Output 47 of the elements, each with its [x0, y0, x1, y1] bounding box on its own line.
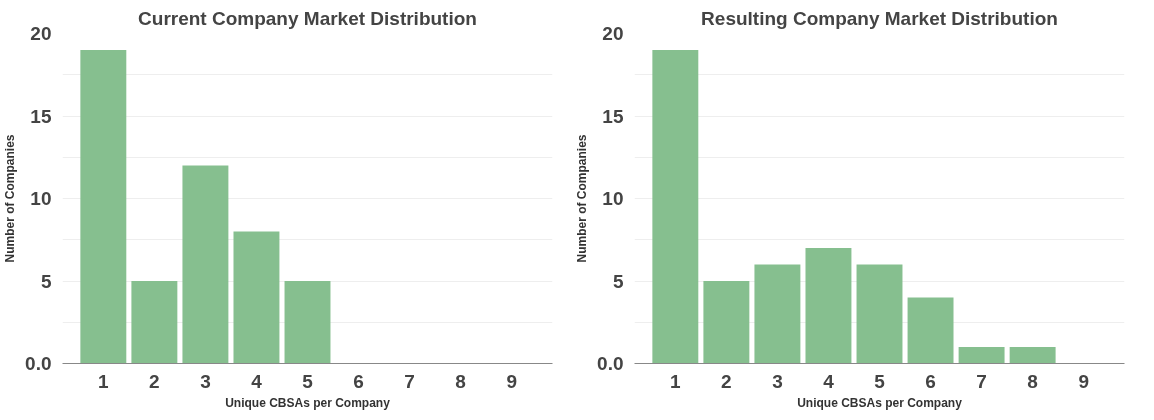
bar [652, 50, 699, 364]
x-tick-label: 2 [721, 370, 732, 392]
y-tick-label: 15 [30, 105, 52, 127]
y-tick-label: 10 [30, 188, 52, 209]
x-axis-title: Unique CBSAs per Company [225, 395, 391, 410]
y-tick-label: 5 [40, 270, 52, 292]
chart-title: Resulting Company Market Distribution [701, 7, 1058, 29]
x-tick-label: 3 [772, 370, 783, 392]
x-tick-label: 6 [353, 370, 364, 392]
x-tick-label: 5 [874, 370, 886, 392]
x-tick-label: 4 [823, 370, 835, 392]
bar [958, 347, 1005, 364]
x-tick-label: 2 [149, 370, 160, 392]
x-tick-label: 8 [1027, 370, 1038, 392]
bar [856, 264, 903, 364]
y-tick-label: 0.0 [25, 353, 52, 374]
bar [131, 281, 178, 364]
x-tick-label: 4 [251, 370, 263, 392]
bar [1009, 347, 1056, 364]
x-tick-label: 6 [925, 370, 936, 392]
x-tick-label: 1 [670, 370, 682, 392]
y-tick-label: 20 [30, 23, 52, 44]
chart-title: Current Company Market Distribution [138, 7, 477, 29]
x-tick-label: 3 [200, 370, 211, 392]
y-tick-label: 0.0 [597, 353, 624, 374]
x-tick-label: 1 [98, 370, 110, 392]
bar [805, 248, 852, 364]
x-tick-label: 7 [976, 370, 987, 392]
bar [80, 50, 127, 364]
x-axis-title: Unique CBSAs per Company [797, 395, 963, 410]
bar [754, 264, 801, 364]
x-tick-label: 9 [1078, 370, 1089, 392]
bar [182, 165, 229, 364]
y-axis-title: Number of Companies [575, 134, 590, 263]
x-tick-label: 8 [455, 370, 466, 392]
bar [233, 231, 280, 364]
y-tick-label: 20 [602, 23, 624, 44]
bar [907, 297, 954, 364]
x-tick-label: 7 [404, 370, 415, 392]
y-tick-label: 5 [612, 270, 624, 292]
bar [703, 281, 750, 364]
y-tick-label: 15 [602, 105, 624, 127]
bar [284, 281, 331, 364]
y-tick-label: 10 [602, 188, 624, 209]
x-tick-label: 5 [302, 370, 314, 392]
x-tick-label: 9 [506, 370, 517, 392]
y-axis-title: Number of Companies [3, 134, 18, 263]
